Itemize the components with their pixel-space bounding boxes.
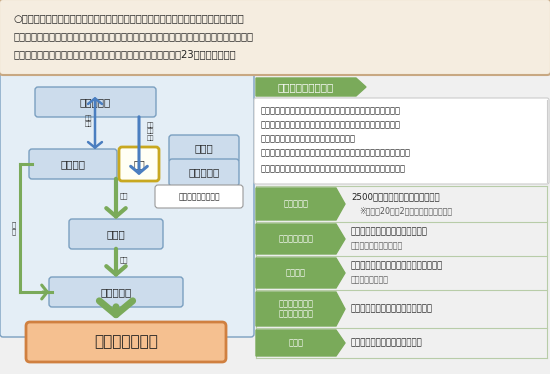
Text: 市町村: 市町村 — [107, 229, 125, 239]
Text: 委託: 委託 — [120, 257, 129, 263]
FancyBboxPatch shape — [155, 185, 243, 208]
Text: 人件費割合は１／２以上: 人件費割合は１／２以上 — [351, 242, 403, 251]
FancyBboxPatch shape — [119, 147, 159, 181]
FancyBboxPatch shape — [169, 135, 239, 162]
Polygon shape — [256, 258, 345, 288]
FancyBboxPatch shape — [0, 0, 550, 75]
Polygon shape — [256, 292, 345, 326]
Text: 事業費に占める新規雇用失業者の: 事業費に占める新規雇用失業者の — [351, 227, 428, 236]
Text: 労働者と原則１年の雇用契約を締結し、: 労働者と原則１年の雇用契約を締結し、 — [351, 261, 443, 270]
Text: 厚生労働省: 厚生労働省 — [80, 97, 111, 107]
Text: ・地方公共団体は、地域内でニーズがあり今後の地域の発展に: ・地方公共団体は、地域内でニーズがあり今後の地域の発展に — [261, 106, 401, 115]
FancyBboxPatch shape — [35, 87, 156, 117]
FancyBboxPatch shape — [169, 159, 239, 186]
Text: 正規雇用化のための一時金支給: 正規雇用化のための一時金支給 — [351, 338, 423, 347]
Text: （地域の当事者からなる地域基金事業協議会において事業選定等）: （地域の当事者からなる地域基金事業協議会において事業選定等） — [261, 148, 411, 157]
Text: 地域基金事業協議会: 地域基金事業協議会 — [178, 192, 220, 201]
Polygon shape — [256, 78, 366, 96]
Text: の雇用機会を創出する取組みを支援するため、都道府県に対して「ふるさと雇用再生特別: の雇用機会を創出する取組みを支援するため、都道府県に対して「ふるさと雇用再生特別 — [13, 31, 253, 41]
Text: その他: その他 — [289, 338, 304, 347]
Text: ※　平成20年度2次補正予算による措置: ※ 平成20年度2次補正予算による措置 — [359, 206, 452, 215]
Text: 事業実施の要件: 事業実施の要件 — [278, 234, 314, 243]
Text: 雇用機会の創出: 雇用機会の創出 — [94, 334, 158, 349]
Text: 雇用期間: 雇用期間 — [286, 269, 306, 278]
FancyBboxPatch shape — [0, 73, 254, 337]
Text: 民間企業等: 民間企業等 — [100, 287, 131, 297]
Text: 交付金」を交付し、これに基づく基金を造成する（基金は平成23年度末まで）。: 交付金」を交付し、これに基づく基金を造成する（基金は平成23年度末まで）。 — [13, 49, 235, 59]
Text: 都道府県: 都道府県 — [60, 159, 85, 169]
FancyBboxPatch shape — [26, 322, 226, 362]
Text: 介護、農林水産業、環境、観光分野: 介護、農林水産業、環境、観光分野 — [351, 304, 433, 313]
Polygon shape — [256, 188, 345, 220]
Text: る事業を計画し、民間企業等に事業委託。: る事業を計画し、民間企業等に事業委託。 — [261, 134, 356, 143]
Text: 補助: 補助 — [120, 193, 129, 199]
Text: 積極的な活用が
求められる分野: 積極的な活用が 求められる分野 — [278, 299, 314, 319]
Text: 2500億円　（労働保険特別会計）: 2500億円 （労働保険特別会計） — [351, 193, 439, 202]
Text: 労使団体等: 労使団体等 — [188, 168, 219, 178]
Text: 委
託: 委 託 — [12, 221, 16, 235]
Text: 交付
金の
交付: 交付 金の 交付 — [147, 122, 155, 141]
Text: 事業のアウトライン: 事業のアウトライン — [278, 82, 334, 92]
Text: ・民間企業等が求職者を新たに雇い入れることにより雇用創出。: ・民間企業等が求職者を新たに雇い入れることにより雇用創出。 — [261, 164, 406, 173]
Text: 資すると見込まれる事業のうち、その後の事業継続が見込まれ: 資すると見込まれる事業のうち、その後の事業継続が見込まれ — [261, 120, 401, 129]
FancyBboxPatch shape — [49, 277, 183, 307]
Text: ○地域の雇用失業情勢が厳しい中で、地域の実情や創意工夫に基づいて地域求職者等: ○地域の雇用失業情勢が厳しい中で、地域の実情や創意工夫に基づいて地域求職者等 — [13, 13, 244, 23]
Text: 事業
計画: 事業 計画 — [84, 115, 92, 127]
FancyBboxPatch shape — [29, 149, 117, 179]
Text: 必要に応じて更新: 必要に応じて更新 — [351, 276, 389, 285]
Polygon shape — [256, 330, 345, 356]
FancyBboxPatch shape — [254, 98, 549, 184]
FancyBboxPatch shape — [69, 219, 163, 249]
Text: 労働局: 労働局 — [195, 144, 213, 153]
Text: 事業の規模: 事業の規模 — [283, 199, 309, 208]
Polygon shape — [256, 224, 345, 254]
Text: 基金: 基金 — [133, 159, 145, 169]
